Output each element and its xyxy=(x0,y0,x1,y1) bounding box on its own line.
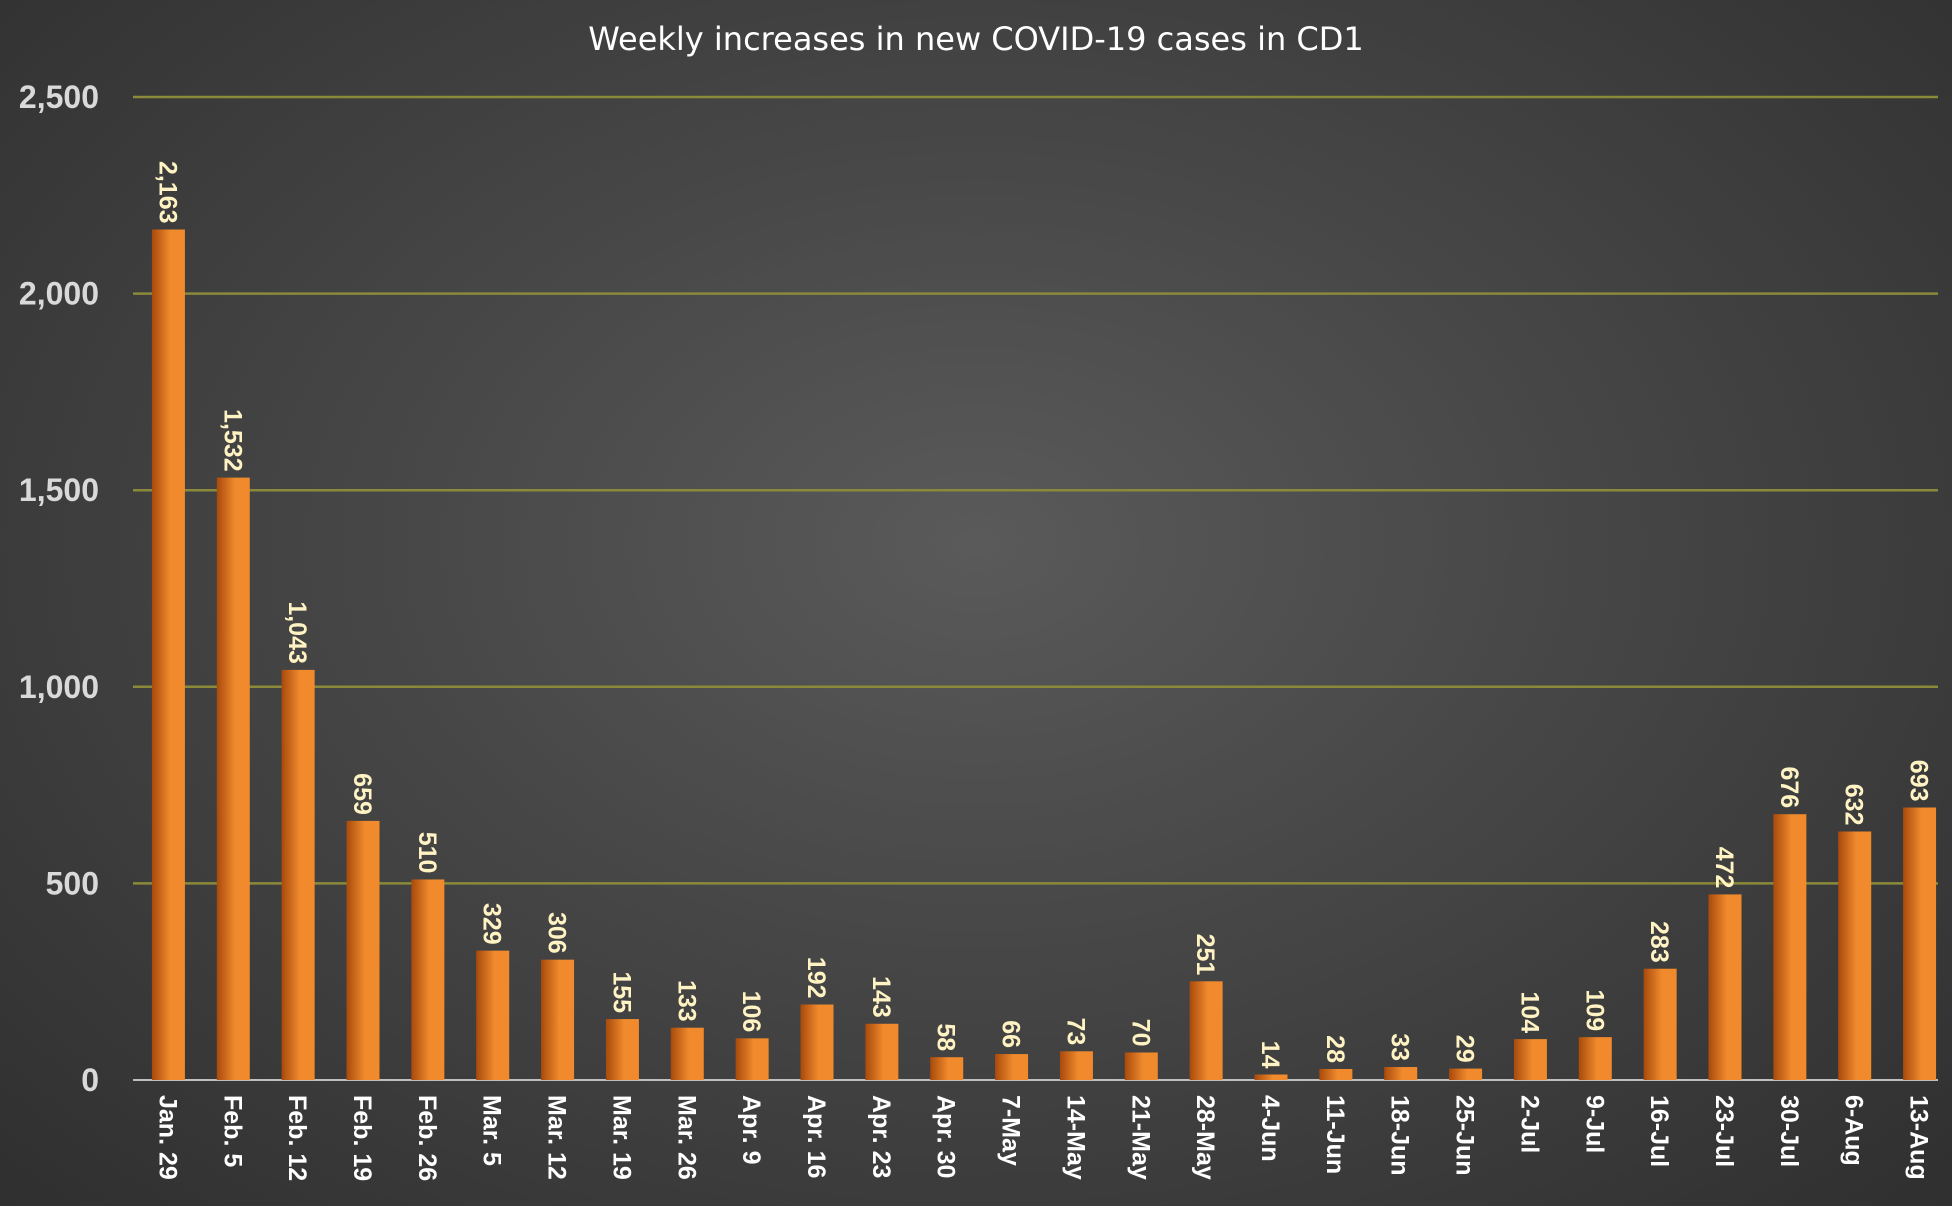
x-tick-label: Feb. 19 xyxy=(348,1095,376,1181)
bar xyxy=(1513,1039,1547,1080)
y-tick-label: 0 xyxy=(81,1062,99,1098)
bar xyxy=(216,477,250,1080)
bar xyxy=(541,959,575,1080)
y-tick-label: 2,500 xyxy=(19,79,99,115)
x-axis: Jan. 29 Feb. 5 Feb. 12 Feb. 19 Feb. 26 Mar. 5… xyxy=(153,1095,1932,1181)
data-label: 510 xyxy=(413,832,441,874)
x-tick-label: 30-Jul xyxy=(1775,1095,1803,1167)
y-tick-label: 1,500 xyxy=(19,472,99,508)
x-tick-label: 6-Aug xyxy=(1840,1095,1868,1166)
x-tick-label: 16-Jul xyxy=(1645,1095,1673,1167)
bar xyxy=(865,1023,899,1080)
bar xyxy=(1838,831,1872,1080)
x-tick-label: 28-May xyxy=(1191,1095,1219,1180)
y-tick-label: 2,000 xyxy=(19,276,99,312)
x-tick-label: 13-Aug xyxy=(1905,1095,1933,1180)
data-label: 693 xyxy=(1905,760,1933,802)
y-axis: 0 500 1,000 1,500 2,000 2,500 xyxy=(19,79,99,1098)
data-label: 659 xyxy=(348,773,376,815)
bar xyxy=(1189,981,1223,1080)
bar xyxy=(281,669,315,1080)
x-tick-label: Apr. 9 xyxy=(737,1095,765,1164)
bar xyxy=(1773,814,1807,1080)
x-tick-label: 4-Jun xyxy=(1256,1095,1284,1162)
data-label: 106 xyxy=(737,991,765,1033)
x-tick-label: 7-May xyxy=(997,1095,1025,1166)
x-tick-label: 23-Jul xyxy=(1710,1095,1738,1167)
data-label: 28 xyxy=(1321,1035,1349,1063)
bar xyxy=(1578,1037,1612,1080)
data-label: 66 xyxy=(997,1020,1025,1048)
bar xyxy=(995,1054,1029,1080)
x-tick-label: 2-Jul xyxy=(1515,1095,1543,1153)
y-tick-label: 1,000 xyxy=(19,669,99,705)
x-tick-label: 25-Jun xyxy=(1451,1095,1479,1176)
x-tick-label: Mar. 12 xyxy=(543,1095,571,1180)
x-tick-label: Mar. 26 xyxy=(672,1095,700,1180)
bar xyxy=(346,820,380,1080)
x-tick-label: 21-May xyxy=(1126,1095,1154,1180)
x-tick-label: Apr. 16 xyxy=(802,1095,830,1178)
y-tick-label: 500 xyxy=(46,865,99,901)
data-label: 2,163 xyxy=(153,161,181,224)
data-label: 472 xyxy=(1710,847,1738,889)
bar xyxy=(1903,807,1937,1080)
x-tick-label: Feb. 26 xyxy=(413,1095,441,1181)
data-label: 676 xyxy=(1775,766,1803,808)
x-tick-label: 18-Jun xyxy=(1386,1095,1414,1176)
data-label: 143 xyxy=(867,976,895,1018)
bar xyxy=(1254,1074,1288,1080)
bar xyxy=(930,1057,964,1080)
data-label: 632 xyxy=(1840,784,1868,826)
x-tick-label: Mar. 5 xyxy=(478,1095,506,1166)
data-label: 33 xyxy=(1386,1033,1414,1061)
chart-title: Weekly increases in new COVID-19 cases i… xyxy=(588,20,1364,58)
bar xyxy=(1449,1068,1483,1080)
data-label: 104 xyxy=(1515,991,1543,1033)
x-tick-label: Apr. 23 xyxy=(867,1095,895,1178)
data-label: 70 xyxy=(1126,1019,1154,1047)
data-label: 306 xyxy=(543,912,571,954)
bar xyxy=(411,879,445,1080)
data-label: 283 xyxy=(1645,921,1673,963)
data-label: 1,532 xyxy=(218,409,246,472)
x-tick-label: 11-Jun xyxy=(1321,1095,1349,1174)
data-label: 133 xyxy=(672,980,700,1022)
data-labels: 2,163 1,532 1,043 659 510 329 306 155 133 106 192 1… xyxy=(153,161,1932,1069)
data-label: 1,043 xyxy=(283,601,311,664)
data-label: 155 xyxy=(607,971,635,1013)
data-label: 329 xyxy=(478,903,506,945)
x-tick-label: Feb. 12 xyxy=(283,1095,311,1181)
data-label: 14 xyxy=(1256,1041,1284,1069)
data-label: 251 xyxy=(1191,934,1219,976)
bar xyxy=(1708,894,1742,1080)
bar xyxy=(605,1019,639,1080)
bar xyxy=(670,1027,704,1080)
bar xyxy=(1059,1051,1093,1080)
x-tick-label: Mar. 19 xyxy=(607,1095,635,1180)
x-tick-label: Apr. 30 xyxy=(932,1095,960,1178)
x-tick-label: 9-Jul xyxy=(1580,1095,1608,1153)
data-label: 73 xyxy=(1061,1017,1089,1045)
data-label: 29 xyxy=(1451,1035,1479,1063)
bar xyxy=(800,1004,834,1080)
data-label: 192 xyxy=(802,957,830,999)
data-label: 58 xyxy=(932,1023,960,1051)
bar xyxy=(1319,1068,1353,1080)
bar xyxy=(1124,1052,1158,1080)
bars xyxy=(151,229,1937,1080)
x-tick-label: Jan. 29 xyxy=(153,1095,181,1180)
bar xyxy=(151,229,185,1080)
bar xyxy=(476,950,510,1080)
bar xyxy=(1643,968,1677,1080)
x-tick-label: Feb. 5 xyxy=(218,1095,246,1167)
bar xyxy=(735,1038,769,1080)
data-label: 109 xyxy=(1580,989,1608,1031)
bar xyxy=(1384,1067,1418,1080)
x-tick-label: 14-May xyxy=(1061,1095,1089,1180)
